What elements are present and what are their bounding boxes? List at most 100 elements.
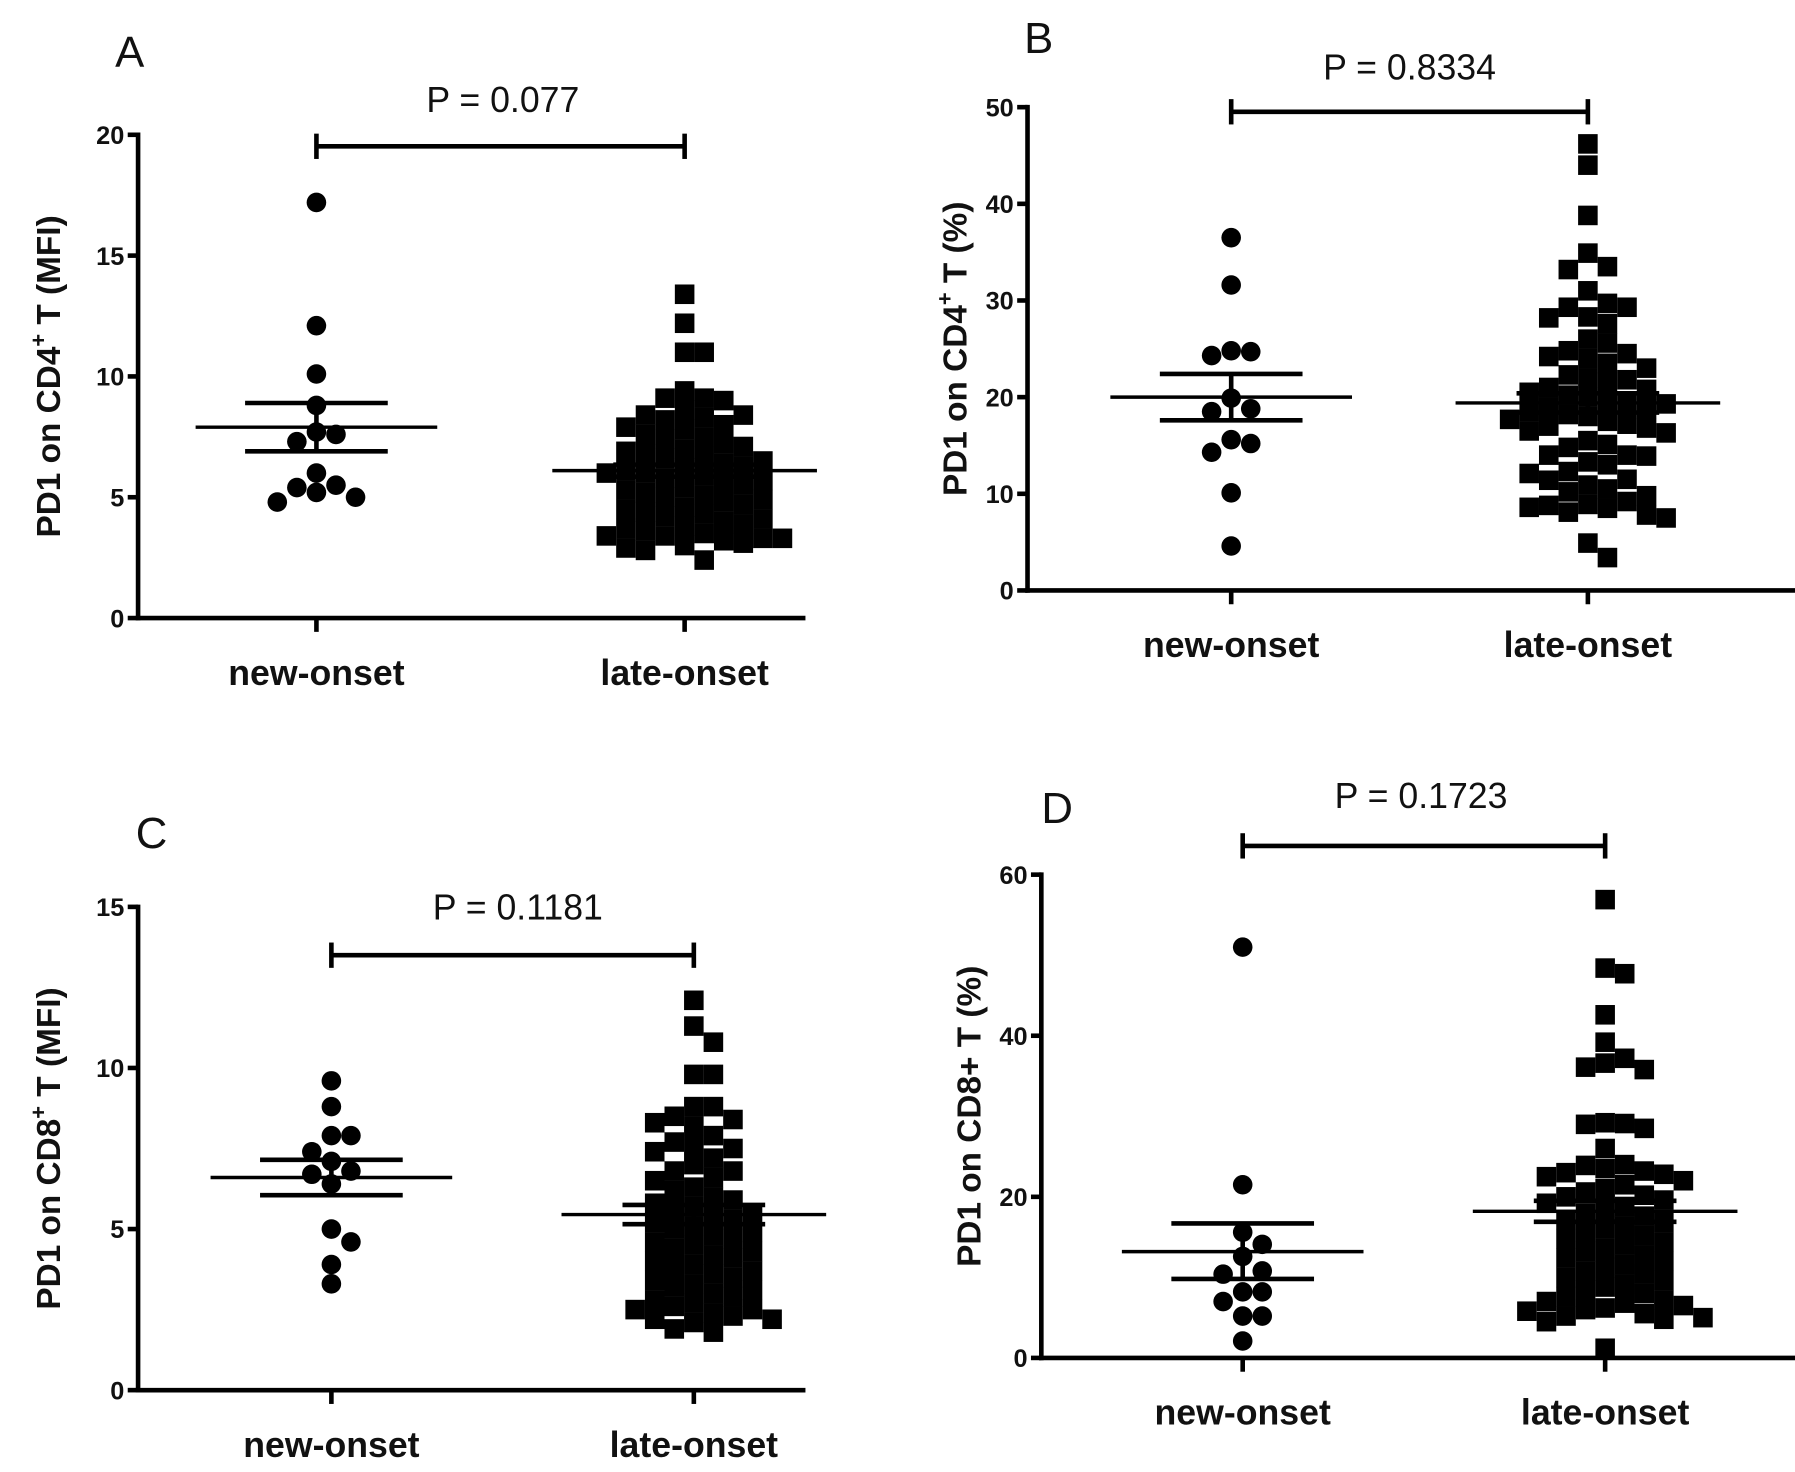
data-point-square <box>1634 1225 1655 1246</box>
y-axis-label-part: T (MFI) <box>31 987 68 1106</box>
data-point-square <box>1597 293 1618 314</box>
data-point-square <box>635 540 656 561</box>
data-point-circle <box>1232 1306 1253 1326</box>
data-point-square <box>1617 343 1637 364</box>
data-point-square <box>664 1106 685 1127</box>
y-tick-label: 0 <box>1000 578 1014 606</box>
data-point-square <box>694 504 714 524</box>
data-point-square <box>1614 1174 1635 1195</box>
data-point-square <box>664 1180 685 1201</box>
panel-letter: B <box>1024 14 1053 63</box>
data-point-square <box>644 1170 665 1191</box>
data-point-square <box>684 1154 704 1175</box>
data-point-square <box>1673 1295 1694 1316</box>
data-point-square <box>723 1109 743 1130</box>
panel-B: B 0 10 20 30 40 50 PD1 on CD4+ T (%) new-onset la… <box>933 14 1795 665</box>
data-point-square <box>635 443 656 464</box>
data-point-circle <box>1221 340 1241 361</box>
data-point-square <box>742 1261 763 1281</box>
data-point-square <box>723 1248 743 1268</box>
data-point-square <box>1636 446 1657 466</box>
data-point-square <box>1634 1264 1655 1284</box>
data-point-circle <box>1252 1234 1273 1255</box>
data-point-square <box>1634 1161 1655 1181</box>
data-point-circle <box>321 1254 342 1275</box>
data-point-square <box>1499 409 1520 430</box>
data-point-square <box>644 1290 665 1310</box>
data-point-circle <box>306 463 327 483</box>
data-point-square <box>742 1299 763 1320</box>
data-point-square <box>703 1167 724 1188</box>
data-point-square <box>644 1141 665 1162</box>
data-point-square <box>1558 297 1579 318</box>
data-point-square <box>644 1251 665 1272</box>
data-point-square <box>1575 1114 1596 1135</box>
data-point-square <box>713 434 734 454</box>
data-point-square <box>1597 434 1618 455</box>
panel-C: C 0 5 10 15 PD1 on CD8+ T (MFI) new-onset late-… <box>26 809 827 1465</box>
data-point-square <box>684 1312 704 1333</box>
x-category-label: late-onset <box>610 1425 779 1465</box>
data-point-square <box>1519 463 1539 484</box>
data-point-square <box>723 1306 743 1326</box>
y-tick-label: 20 <box>999 1184 1027 1212</box>
series-new-onset <box>210 1071 453 1294</box>
data-point-square <box>1634 1059 1655 1080</box>
data-point-square <box>1597 256 1618 277</box>
data-point-square <box>1597 547 1618 568</box>
data-point-square <box>1636 418 1657 438</box>
data-point-square <box>1536 1291 1557 1312</box>
data-point-square <box>1578 307 1598 327</box>
data-point-square <box>616 518 636 539</box>
data-point-square <box>703 1096 724 1117</box>
data-point-square <box>1654 1309 1674 1330</box>
data-point-square <box>674 535 695 556</box>
data-point-square <box>1693 1307 1713 1328</box>
data-point-square <box>1575 1155 1596 1176</box>
series-late-onset <box>552 284 817 570</box>
y-axis-label-superscript: + <box>26 1106 51 1119</box>
data-point-circle <box>1232 1331 1253 1351</box>
data-point-square <box>1654 1232 1674 1252</box>
data-point-circle <box>326 424 346 445</box>
data-point-square <box>1556 1187 1576 1207</box>
data-point-circle <box>1252 1282 1273 1302</box>
data-point-square <box>616 480 636 500</box>
data-point-square <box>733 533 754 553</box>
data-point-square <box>616 441 636 462</box>
data-point-square <box>1538 470 1559 491</box>
data-point-square <box>1538 445 1559 465</box>
y-tick-label: 60 <box>999 862 1027 890</box>
data-point-square <box>1556 1162 1576 1183</box>
data-point-square <box>753 509 773 529</box>
y-axis-label: PD1 on CD8+ T (MFI) <box>26 987 68 1309</box>
data-point-square <box>1634 1245 1655 1265</box>
data-point-square <box>635 405 656 425</box>
data-point-square <box>703 1125 724 1146</box>
data-point-square <box>1614 1154 1635 1175</box>
data-point-square <box>694 388 714 408</box>
data-point-square <box>1538 495 1559 516</box>
data-point-circle <box>1232 1174 1253 1195</box>
y-axis-label-part: PD1 on CD8+ T (%) <box>951 966 988 1267</box>
data-point-square <box>1673 1170 1694 1191</box>
data-point-square <box>1538 346 1559 367</box>
data-point-circle <box>1221 429 1241 450</box>
data-point-circle <box>1252 1306 1273 1326</box>
x-category-label: late-onset <box>1521 1393 1690 1433</box>
data-point-square <box>1578 348 1598 369</box>
data-point-square <box>684 1254 704 1275</box>
data-point-square <box>674 342 695 363</box>
data-point-square <box>664 1238 685 1259</box>
data-point-square <box>694 427 714 447</box>
data-point-square <box>664 1296 685 1317</box>
data-point-square <box>1558 502 1579 522</box>
data-point-square <box>596 463 617 483</box>
data-point-square <box>733 436 754 457</box>
data-point-square <box>753 470 773 491</box>
data-point-square <box>723 1228 743 1249</box>
data-point-square <box>1636 505 1657 525</box>
data-point-square <box>1617 491 1637 512</box>
data-point-square <box>703 1322 724 1342</box>
data-point-square <box>713 414 734 435</box>
